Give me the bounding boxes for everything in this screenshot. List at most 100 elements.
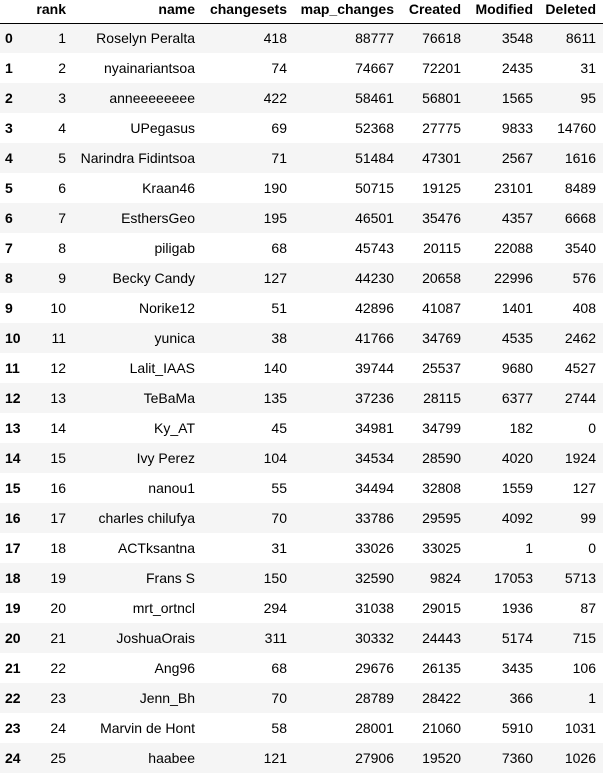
cell-deleted: 576 <box>572 270 596 286</box>
cell-changesets: 70 <box>271 510 287 526</box>
cell-modified: 1401 <box>501 300 533 316</box>
cell-created: 19125 <box>422 180 461 196</box>
cell-map-changes: 42896 <box>355 300 394 316</box>
cell-deleted: 0 <box>588 540 596 556</box>
cell-deleted: 127 <box>572 480 596 496</box>
cell-changesets: 422 <box>263 90 287 106</box>
cell-modified: 3548 <box>501 30 533 47</box>
cell-name: nyainariantsoa <box>103 60 195 76</box>
cell-deleted: 14760 <box>557 120 596 136</box>
table-body: 0 1 Roselyn Peralta 418 88777 76618 3548 8611 1 2… <box>0 23 603 773</box>
cell-map-changes: 39744 <box>355 360 394 376</box>
cell-rank: 16 <box>50 480 66 496</box>
header-index <box>0 0 33 24</box>
row-index: 15 <box>5 480 21 496</box>
cell-name: mrt_ortncl <box>132 600 195 616</box>
table-header: rank name changesets map_changes Created… <box>0 0 603 24</box>
cell-rank: 8 <box>58 240 66 256</box>
header-deleted: Deleted <box>540 0 603 24</box>
cell-name: piligab <box>154 240 195 256</box>
row-index: 6 <box>5 210 13 226</box>
cell-created: 26135 <box>422 660 461 676</box>
cell-modified: 9680 <box>501 360 533 376</box>
cell-map-changes: 52368 <box>355 120 394 136</box>
cell-changesets: 121 <box>263 750 287 766</box>
cell-map-changes: 34534 <box>355 450 394 466</box>
cell-map-changes: 33026 <box>355 540 394 556</box>
table-row: 4 5 Narindra Fidintsoa 71 51484 47301 2567 1616 <box>0 143 603 173</box>
cell-rank: 13 <box>50 390 66 406</box>
cell-map-changes: 37236 <box>355 390 394 406</box>
cell-rank: 4 <box>58 120 66 136</box>
cell-name: haabee <box>148 750 195 766</box>
cell-deleted: 99 <box>580 510 596 526</box>
cell-deleted: 1026 <box>564 750 596 766</box>
header-rank: rank <box>33 0 73 24</box>
cell-modified: 9833 <box>501 120 533 136</box>
cell-name: Frans S <box>145 570 195 586</box>
row-index: 5 <box>5 180 13 196</box>
row-index: 16 <box>5 510 21 526</box>
row-index: 22 <box>5 690 21 706</box>
cell-rank: 3 <box>58 90 66 106</box>
cell-changesets: 68 <box>271 240 287 256</box>
table-row: 12 13 TeBaMa 135 37236 28115 6377 2744 <box>0 383 603 413</box>
cell-deleted: 106 <box>572 660 596 676</box>
table-row: 16 17 charles chilufya 70 33786 29595 4092 99 <box>0 503 603 533</box>
table-row: 15 16 nanou1 55 34494 32808 1559 127 <box>0 473 603 503</box>
cell-name: Marvin de Hont <box>100 720 195 736</box>
row-index: 3 <box>5 120 13 136</box>
cell-modified: 366 <box>509 690 533 706</box>
cell-modified: 22088 <box>494 240 533 256</box>
table-row: 1 2 nyainariantsoa 74 74667 72201 2435 31 <box>0 53 603 83</box>
row-index: 12 <box>5 390 21 406</box>
cell-changesets: 55 <box>271 480 287 496</box>
cell-rank: 7 <box>58 210 66 226</box>
cell-modified: 1559 <box>501 480 533 496</box>
table-row: 21 22 Ang96 68 29676 26135 3435 106 <box>0 653 603 683</box>
cell-deleted: 6668 <box>564 210 596 226</box>
cell-name: Kraan46 <box>142 180 195 196</box>
cell-modified: 1 <box>525 540 533 556</box>
row-index: 14 <box>5 450 21 466</box>
table-row: 24 25 haabee 121 27906 19520 7360 1026 <box>0 743 603 773</box>
cell-map-changes: 32590 <box>355 570 394 586</box>
table-row: 11 12 Lalit_IAAS 140 39744 25537 9680 4527 <box>0 353 603 383</box>
cell-created: 24443 <box>422 630 461 646</box>
row-index: 9 <box>5 300 13 316</box>
cell-changesets: 127 <box>263 270 287 286</box>
cell-map-changes: 51484 <box>355 150 394 166</box>
cell-created: 19520 <box>422 750 461 766</box>
cell-map-changes: 28001 <box>355 720 394 736</box>
cell-created: 56801 <box>422 90 461 106</box>
cell-deleted: 2462 <box>564 330 596 346</box>
cell-name: charles chilufya <box>98 510 196 526</box>
cell-rank: 24 <box>50 720 66 736</box>
cell-deleted: 3540 <box>564 240 596 256</box>
cell-changesets: 104 <box>263 450 287 466</box>
cell-modified: 1565 <box>501 90 533 106</box>
cell-deleted: 95 <box>580 90 596 106</box>
row-index: 23 <box>5 720 21 736</box>
row-index: 2 <box>5 90 13 106</box>
cell-created: 21060 <box>422 720 461 736</box>
cell-map-changes: 29676 <box>355 660 394 676</box>
header-map-changes: map_changes <box>294 0 401 24</box>
table-row: 9 10 Norike12 51 42896 41087 1401 408 <box>0 293 603 323</box>
cell-deleted: 1924 <box>564 450 596 466</box>
row-index: 13 <box>5 420 21 436</box>
cell-changesets: 71 <box>271 150 287 166</box>
row-index: 17 <box>5 540 21 556</box>
cell-modified: 5174 <box>501 630 533 646</box>
cell-created: 29595 <box>422 510 461 526</box>
cell-rank: 12 <box>50 360 66 376</box>
cell-deleted: 0 <box>588 420 596 436</box>
table-row: 5 6 Kraan46 190 50715 19125 23101 8489 <box>0 173 603 203</box>
cell-created: 29015 <box>422 600 461 616</box>
cell-rank: 5 <box>58 150 66 166</box>
cell-created: 20658 <box>422 270 461 286</box>
cell-rank: 21 <box>50 630 66 646</box>
cell-name: UPegasus <box>130 120 195 136</box>
cell-changesets: 135 <box>263 390 287 406</box>
row-index: 7 <box>5 240 13 256</box>
